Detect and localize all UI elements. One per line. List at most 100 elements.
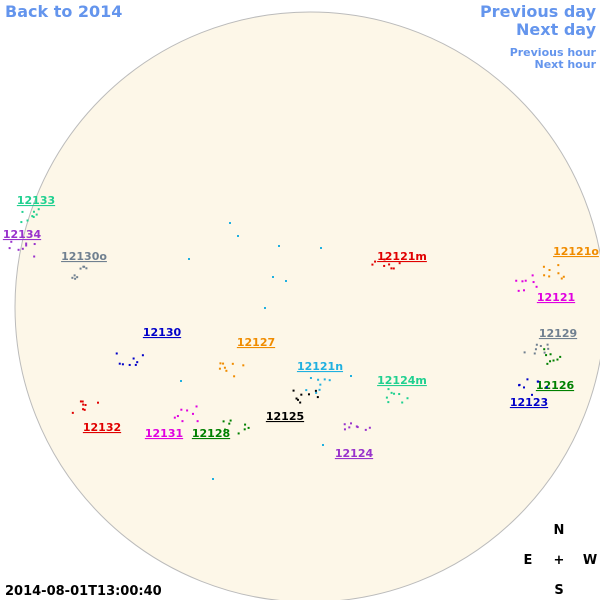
- sunspot-dot: [350, 375, 352, 377]
- sunspot-dot: [562, 275, 565, 278]
- sunspot-dot: [392, 267, 395, 270]
- sunspot-dot: [383, 264, 386, 267]
- sunspot-dot: [17, 248, 20, 251]
- sunspot-dot: [272, 276, 274, 278]
- sunspot-dot: [222, 362, 225, 365]
- sunspot-dot: [76, 276, 79, 279]
- region-label[interactable]: 12124: [335, 447, 374, 460]
- region-label[interactable]: 12121m: [377, 250, 427, 263]
- sunspot-dot: [560, 277, 563, 280]
- sunspot-dot: [557, 272, 560, 275]
- sunspot-dot: [218, 367, 221, 370]
- sunspot-dot: [74, 277, 77, 280]
- sunspot-dot: [517, 289, 520, 292]
- sunspot-dot: [186, 409, 189, 412]
- sunspot-dot: [305, 389, 308, 392]
- next-day-link[interactable]: Next day: [516, 20, 597, 39]
- sunspot-dot: [398, 262, 401, 265]
- region-label[interactable]: 12124m: [377, 374, 427, 387]
- sunspot-dot: [556, 358, 559, 361]
- sunspot-dot: [21, 247, 24, 250]
- compass: N E + W S: [524, 523, 598, 598]
- sunspot-dot: [406, 397, 409, 400]
- sunspot-dot: [546, 343, 549, 346]
- sunspot-dot: [534, 348, 537, 351]
- sunspot-dot: [212, 478, 214, 480]
- sunspot-dot: [196, 420, 199, 423]
- sunspot-dot: [348, 426, 351, 429]
- sunspot-dot: [81, 400, 84, 403]
- sunspot-dot: [118, 362, 121, 365]
- sunspot-dot: [115, 352, 118, 355]
- sunspot-dot: [318, 388, 321, 391]
- sunspot-dot: [71, 411, 74, 414]
- sunspot-dot: [243, 428, 246, 431]
- sunspot-dot: [515, 279, 518, 282]
- region-label[interactable]: 12131: [145, 427, 183, 440]
- sunspot-dot: [181, 420, 184, 423]
- sunspot-dot: [82, 408, 85, 411]
- sunspot-dot: [26, 219, 29, 222]
- region-label[interactable]: 12129: [539, 327, 577, 340]
- region-label[interactable]: 12130: [143, 326, 182, 339]
- region-label[interactable]: 12134: [3, 228, 42, 241]
- region-label[interactable]: 12123: [510, 396, 548, 409]
- sunspot-dot: [393, 392, 396, 395]
- sunspot-dot: [132, 357, 135, 360]
- sunspot-dot: [180, 380, 182, 382]
- sunspot-dot: [526, 378, 529, 381]
- region-label[interactable]: 12128: [192, 427, 230, 440]
- region-label[interactable]: 12130o: [61, 250, 107, 263]
- previous-day-link[interactable]: Previous day: [480, 2, 597, 21]
- sunspot-dot: [73, 274, 76, 277]
- sunspot-dot: [350, 422, 353, 425]
- sunspot-dot: [20, 221, 23, 224]
- sunspot-dot: [85, 267, 88, 270]
- sunspot-dot: [343, 428, 346, 431]
- sunspot-dot: [387, 401, 390, 404]
- sunspot-dot: [546, 362, 549, 365]
- region-label[interactable]: 12132: [83, 421, 121, 434]
- sunspot-dot: [307, 393, 310, 396]
- sunspot-dot: [542, 265, 545, 268]
- sunspot-dot: [33, 255, 36, 258]
- sunspot-dot: [25, 244, 28, 247]
- region-label[interactable]: 12133: [17, 194, 55, 207]
- region-label[interactable]: 12121: [537, 291, 575, 304]
- region-label[interactable]: 12121n: [297, 360, 343, 373]
- sunspot-dot: [323, 378, 326, 381]
- sunspot-dot: [390, 267, 393, 270]
- sunspot-dot: [548, 275, 551, 278]
- sunspot-dot: [531, 274, 534, 277]
- region-label[interactable]: 12126: [536, 379, 575, 392]
- region-label[interactable]: 12121o: [553, 245, 599, 258]
- sunspot-dot: [315, 391, 318, 394]
- sunspot-dot: [385, 396, 388, 399]
- sunspot-dot: [374, 260, 377, 263]
- previous-hour-link[interactable]: Previous hour: [510, 46, 597, 59]
- sunspot-dot: [231, 362, 234, 365]
- next-hour-link[interactable]: Next hour: [535, 58, 597, 71]
- sunspot-dot: [8, 247, 11, 250]
- sunspot-dot: [533, 352, 536, 355]
- region-label[interactable]: 12125: [266, 410, 304, 423]
- sunspot-dot: [537, 380, 540, 383]
- sunspot-dot: [549, 353, 552, 356]
- sunspot-dot: [32, 215, 35, 218]
- sunspot-dot: [355, 425, 358, 428]
- sunspot-dot: [79, 267, 82, 270]
- region-label[interactable]: 12127: [237, 336, 275, 349]
- back-link[interactable]: Back to 2014: [5, 2, 122, 21]
- sunspot-dot: [37, 208, 40, 211]
- sunspot-dot: [31, 215, 34, 218]
- sunspot-dot: [388, 263, 391, 266]
- sunspot-dot: [278, 245, 280, 247]
- sunspot-dot: [242, 364, 245, 367]
- sunspot-dot: [79, 400, 82, 403]
- sunspot-dot: [523, 289, 526, 292]
- sunspot-dot: [543, 351, 546, 354]
- sunspot-dot: [322, 444, 324, 446]
- sunspot-dot: [557, 264, 560, 267]
- sunspot-dot: [225, 369, 228, 372]
- sunspot-dot: [299, 401, 302, 404]
